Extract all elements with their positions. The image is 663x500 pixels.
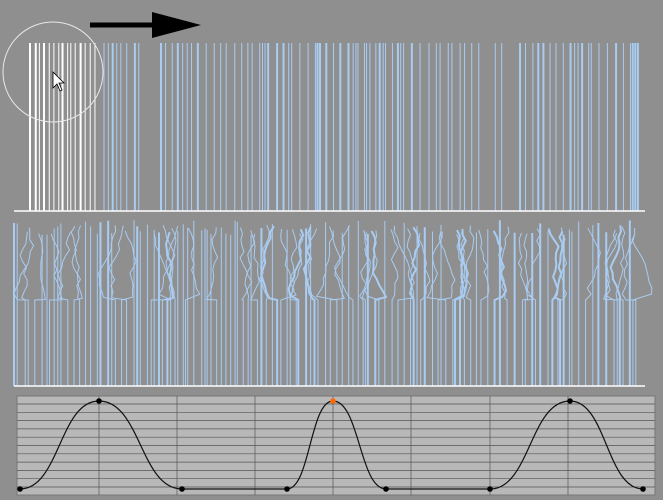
strand xyxy=(406,228,415,386)
strand xyxy=(205,227,219,386)
direction-arrow xyxy=(90,12,201,38)
curve-point[interactable] xyxy=(96,398,102,404)
curve-editor[interactable] xyxy=(16,395,656,496)
strand xyxy=(239,227,253,386)
strand xyxy=(605,229,618,386)
strand xyxy=(260,225,279,386)
strand xyxy=(359,230,369,386)
strand xyxy=(602,232,618,386)
strand xyxy=(390,229,399,386)
strand xyxy=(250,233,260,386)
arrow-head xyxy=(152,12,201,38)
strand xyxy=(364,230,380,386)
strand xyxy=(19,231,28,386)
strand xyxy=(609,225,623,386)
strand xyxy=(585,228,601,386)
strand xyxy=(500,226,510,386)
curve-point[interactable] xyxy=(17,486,23,492)
strand xyxy=(553,230,564,386)
curve-point[interactable] xyxy=(179,486,185,492)
mouse-cursor xyxy=(52,71,65,92)
strand xyxy=(13,227,35,386)
strand xyxy=(393,225,415,386)
strand xyxy=(615,226,626,386)
strand xyxy=(121,230,137,386)
strand xyxy=(165,225,179,386)
curve-point[interactable] xyxy=(284,486,290,492)
curve-point[interactable] xyxy=(567,398,573,404)
curve-point[interactable] xyxy=(383,486,389,492)
strand xyxy=(306,228,319,386)
curve-point[interactable] xyxy=(487,486,493,492)
strand xyxy=(517,232,529,386)
strand xyxy=(57,231,72,386)
strand xyxy=(70,225,84,386)
strand xyxy=(370,230,388,386)
strand xyxy=(74,225,81,386)
strand xyxy=(454,229,468,386)
strand xyxy=(315,230,338,386)
strand xyxy=(158,228,177,386)
wavy-strands-panel xyxy=(13,220,653,386)
strand xyxy=(302,226,316,386)
strand xyxy=(526,228,542,386)
strand xyxy=(426,231,447,386)
strand xyxy=(334,225,354,386)
strand xyxy=(408,226,421,386)
brush-circle[interactable] xyxy=(2,21,104,123)
strand xyxy=(97,225,117,386)
strand xyxy=(329,226,346,386)
strand xyxy=(108,225,128,386)
strand xyxy=(164,231,174,386)
strand xyxy=(258,224,270,386)
strand xyxy=(418,233,431,386)
curve-point[interactable] xyxy=(330,398,336,404)
strand xyxy=(465,225,475,386)
comb-strands-panel xyxy=(29,43,639,211)
strand xyxy=(459,232,466,386)
strand xyxy=(631,233,653,386)
strand xyxy=(621,227,637,386)
curve-point[interactable] xyxy=(640,486,646,492)
strand xyxy=(287,228,305,386)
